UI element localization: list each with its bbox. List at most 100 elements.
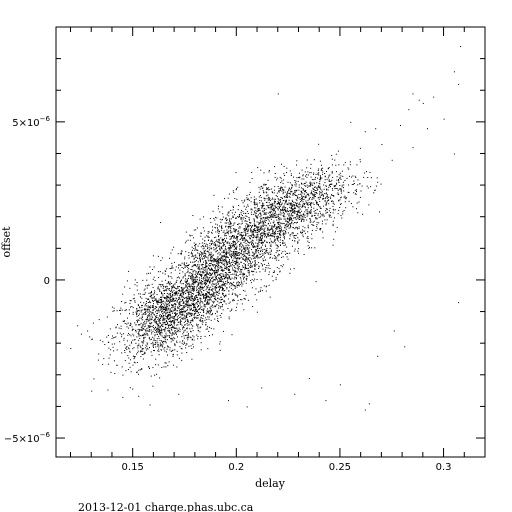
data-point xyxy=(167,314,168,316)
data-point xyxy=(151,333,153,335)
data-point xyxy=(222,255,224,257)
data-point xyxy=(222,275,224,277)
data-point xyxy=(284,238,285,240)
data-point xyxy=(173,286,175,288)
data-point xyxy=(225,281,227,282)
data-point xyxy=(289,227,291,229)
data-point xyxy=(274,176,276,178)
data-point xyxy=(265,184,267,185)
data-point xyxy=(271,227,273,229)
data-point xyxy=(210,221,212,223)
data-point xyxy=(239,293,241,295)
data-point xyxy=(174,283,176,285)
data-point xyxy=(169,320,170,322)
data-point xyxy=(257,228,259,230)
data-point xyxy=(190,304,192,306)
data-point xyxy=(165,298,167,300)
data-point xyxy=(257,248,258,250)
data-point xyxy=(130,335,132,337)
data-point xyxy=(258,228,260,230)
data-point xyxy=(142,353,144,355)
data-point xyxy=(188,265,189,266)
data-point xyxy=(188,255,190,256)
data-point xyxy=(135,312,137,314)
data-point xyxy=(153,319,155,321)
data-point xyxy=(254,246,256,248)
data-point xyxy=(168,324,170,326)
data-point xyxy=(294,248,296,250)
data-point xyxy=(222,293,223,295)
data-point xyxy=(319,185,321,187)
data-point xyxy=(188,264,190,266)
data-point xyxy=(268,264,270,266)
data-point xyxy=(214,259,216,260)
data-point xyxy=(160,332,161,334)
data-point xyxy=(210,293,212,295)
data-point xyxy=(339,176,341,178)
data-point xyxy=(307,193,309,195)
data-point xyxy=(257,233,259,235)
data-point xyxy=(326,189,327,191)
data-point xyxy=(215,216,216,218)
data-point xyxy=(253,225,255,226)
data-point xyxy=(273,215,275,217)
data-point xyxy=(240,242,242,244)
data-point xyxy=(197,299,199,301)
data-point xyxy=(220,266,222,268)
data-point xyxy=(146,305,148,307)
data-point xyxy=(214,259,216,261)
data-point xyxy=(153,344,155,345)
data-point xyxy=(245,258,247,260)
data-point xyxy=(218,263,219,265)
data-point xyxy=(200,299,202,301)
data-point xyxy=(191,312,193,314)
data-point xyxy=(161,344,163,346)
data-point xyxy=(127,355,129,357)
data-point xyxy=(200,246,202,248)
data-point xyxy=(167,316,169,318)
data-point xyxy=(216,262,218,264)
data-point xyxy=(165,285,167,287)
data-point xyxy=(302,234,304,236)
data-point xyxy=(139,317,141,319)
data-point xyxy=(330,181,332,182)
data-point xyxy=(273,226,275,228)
data-point xyxy=(278,226,280,228)
data-point xyxy=(141,314,143,316)
data-point xyxy=(142,328,144,329)
data-point xyxy=(302,175,304,177)
data-point xyxy=(221,262,223,264)
data-point xyxy=(146,300,147,302)
data-point xyxy=(203,258,205,259)
data-point xyxy=(260,242,262,244)
data-point xyxy=(212,277,214,279)
data-point xyxy=(213,258,215,259)
data-point xyxy=(180,304,182,306)
data-point xyxy=(218,233,220,235)
data-point xyxy=(242,202,244,204)
data-point xyxy=(191,289,193,291)
data-point xyxy=(163,321,165,323)
data-point xyxy=(166,320,167,322)
data-point xyxy=(240,217,242,219)
data-point xyxy=(309,218,311,220)
data-point xyxy=(233,228,235,230)
data-point xyxy=(146,318,148,320)
data-point xyxy=(211,314,213,316)
data-point xyxy=(276,247,278,249)
data-point xyxy=(240,256,242,258)
data-point xyxy=(260,263,262,265)
data-point xyxy=(208,247,210,249)
data-point xyxy=(132,348,134,350)
data-point xyxy=(244,267,246,269)
data-point xyxy=(261,207,263,209)
data-point xyxy=(231,212,233,214)
data-point xyxy=(136,319,138,321)
data-point xyxy=(261,237,263,239)
data-point xyxy=(109,354,111,356)
data-point xyxy=(243,238,245,240)
data-point xyxy=(144,352,146,354)
data-point xyxy=(271,191,273,193)
data-point xyxy=(240,211,242,213)
